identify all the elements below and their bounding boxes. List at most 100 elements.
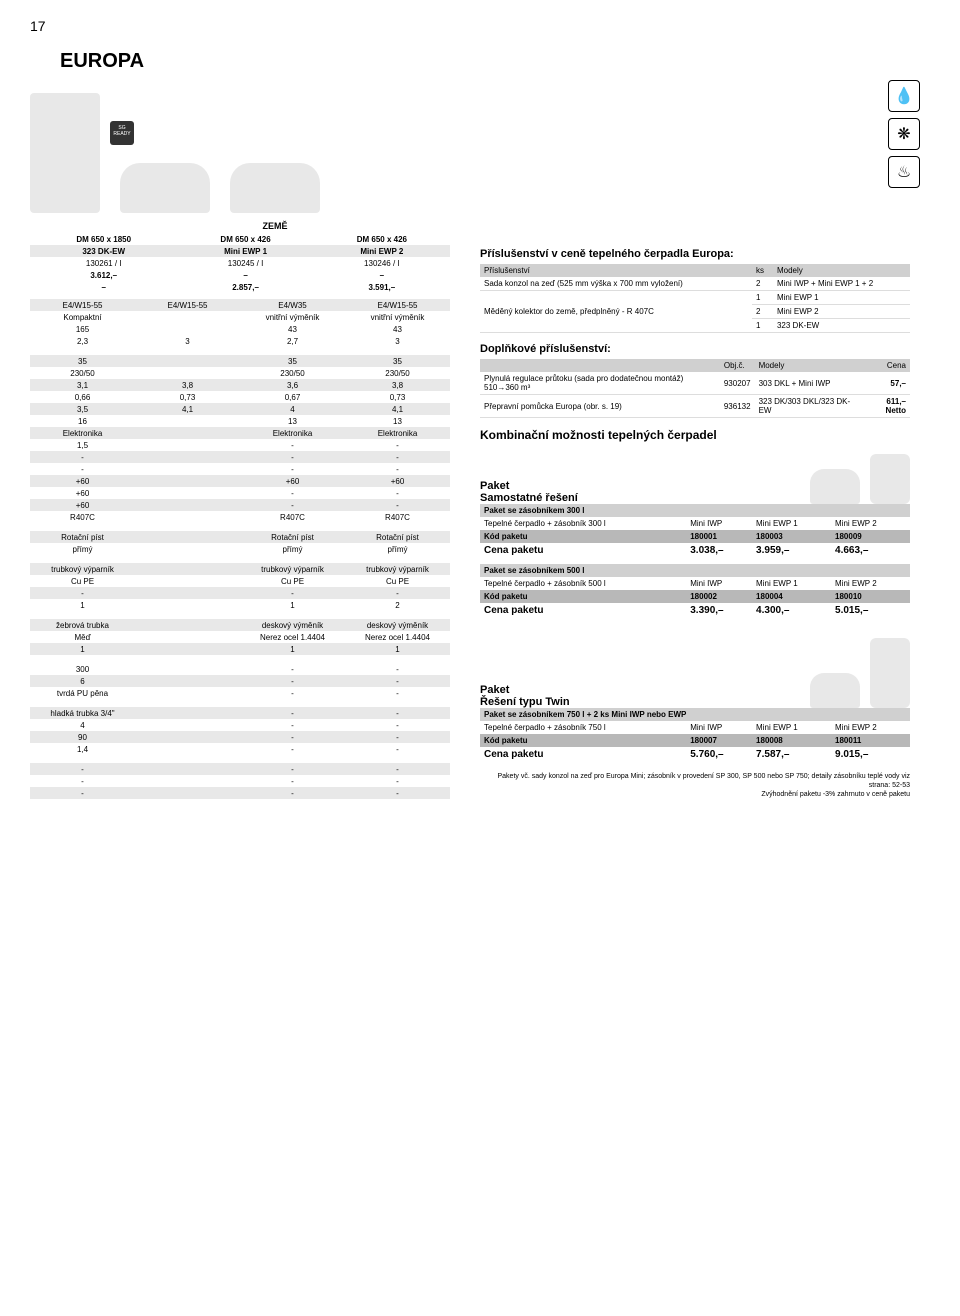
dim-3: DM 650 x 426 xyxy=(314,233,450,245)
spec-cell xyxy=(135,487,240,499)
paket-image xyxy=(810,469,860,504)
spec-cell: Rotační píst xyxy=(240,531,345,543)
spec-cell: - xyxy=(345,587,450,599)
spec-cell: žebrová trubka xyxy=(30,619,135,631)
spec-cell: - xyxy=(345,463,450,475)
spec-cell xyxy=(135,707,240,719)
spec-cell: E4/W15-55 xyxy=(135,299,240,311)
spec-cell xyxy=(135,427,240,439)
spec-cell: 0,67 xyxy=(240,391,345,403)
spec-cell xyxy=(135,763,240,775)
included-acc-table: Příslušenství ks Modely Sada konzol na z… xyxy=(480,264,910,333)
acc-h2: ks xyxy=(752,264,773,277)
spec-cell xyxy=(135,511,240,523)
paket-col: Mini EWP 2 xyxy=(831,721,910,734)
spec-cell: - xyxy=(345,743,450,755)
paket-code: 180003 xyxy=(752,530,831,543)
spec-cell: 4,1 xyxy=(135,403,240,415)
spec-cell: E4/W15-55 xyxy=(30,299,135,311)
paket-col: Mini EWP 2 xyxy=(831,577,910,590)
right-column: 💧 ❋ ♨ T. čerpadla pro ohřev teplé vody P… xyxy=(480,50,910,799)
spec-cell: Cu PE xyxy=(345,575,450,587)
spec-cell: E4/W15-55 xyxy=(345,299,450,311)
acc-r: Měděný kolektor do země, předplněný - R … xyxy=(480,291,752,333)
spec-cell: R407C xyxy=(30,511,135,523)
acc-r: Mini EWP 1 xyxy=(773,291,910,305)
spec-cell xyxy=(135,687,240,699)
paket-col: Mini EWP 1 xyxy=(752,721,831,734)
tank-twin-image xyxy=(870,638,910,708)
water-icon: 💧 xyxy=(888,80,920,112)
oacc-r: 303 DKL + Mini IWP xyxy=(755,372,862,395)
spec-cell: 300 xyxy=(30,663,135,675)
spec-cell: tvrdá PU pěna xyxy=(30,687,135,699)
spec-cell: 4 xyxy=(240,403,345,415)
paket-sub: Samostatné řešení xyxy=(480,492,578,504)
spec-cell: +60 xyxy=(30,475,135,487)
spec-cell: 2,7 xyxy=(240,335,345,347)
paket-label: Paket xyxy=(480,480,578,492)
spec-cell xyxy=(135,719,240,731)
footnote: Pakety vč. sady konzol na zeď pro Europa… xyxy=(480,772,910,799)
spec-cell: - xyxy=(30,463,135,475)
spec-cell: - xyxy=(240,743,345,755)
acc-h3: Modely xyxy=(773,264,910,277)
paket-twin-image xyxy=(810,673,860,708)
spec-cell: trubkový výparník xyxy=(240,563,345,575)
spec-cell xyxy=(135,575,240,587)
spec-cell: 2,3 xyxy=(30,335,135,347)
product-image-1 xyxy=(30,93,100,213)
model-3: Mini EWP 2 xyxy=(314,245,450,257)
spec-cell: - xyxy=(240,719,345,731)
paket-header: Paket se zásobníkem 750 l + 2 ks Mini IW… xyxy=(480,708,910,721)
paket-price: 4.663,– xyxy=(831,543,910,558)
spec-cell xyxy=(135,743,240,755)
spec-cell: přímý xyxy=(240,543,345,555)
spec-cell: 35 xyxy=(345,355,450,367)
spec-cell xyxy=(135,531,240,543)
spec-cell: - xyxy=(345,687,450,699)
dim-2: DM 650 x 426 xyxy=(177,233,313,245)
paket-price: 3.390,– xyxy=(686,603,752,618)
spec-cell: - xyxy=(345,499,450,511)
acc-h1: Příslušenství xyxy=(480,264,752,277)
spec-cell xyxy=(135,775,240,787)
spec-cell: - xyxy=(30,787,135,799)
spec-cell: 230/50 xyxy=(345,367,450,379)
spec-cell: 0,73 xyxy=(345,391,450,403)
spec-cell: trubkový výparník xyxy=(30,563,135,575)
code-2: 130245 / I xyxy=(177,257,313,269)
spec-cell: Cu PE xyxy=(240,575,345,587)
oacc-r: Přepravní pomůcka Europa (obr. s. 19) xyxy=(480,395,720,418)
spec-cell: - xyxy=(345,451,450,463)
spec-cell: Cu PE xyxy=(30,575,135,587)
paket-price: 7.587,– xyxy=(752,747,831,762)
price-r2-1: – xyxy=(30,281,177,293)
spec-cell: 16 xyxy=(30,415,135,427)
paket-twin-sub: Řešení typu Twin xyxy=(480,696,570,708)
spec-cell: - xyxy=(240,731,345,743)
price-r1-2: – xyxy=(177,269,313,281)
spec-cell xyxy=(135,415,240,427)
paket-rowlabel: Tepelné čerpadlo + zásobník 750 l xyxy=(480,721,686,734)
paket-price: 5.015,– xyxy=(831,603,910,618)
spec-cell: přímý xyxy=(30,543,135,555)
product-image-2 xyxy=(120,163,210,213)
fan-icon: ❋ xyxy=(888,118,920,150)
model-2: Mini EWP 1 xyxy=(177,245,313,257)
spec-cell: Elektronika xyxy=(240,427,345,439)
spec-cell xyxy=(135,543,240,555)
paket-table: Paket se zásobníkem 300 lTepelné čerpadl… xyxy=(480,504,910,558)
oacc-h1 xyxy=(480,359,720,372)
spec-cell: 3,8 xyxy=(345,379,450,391)
spec-cell: - xyxy=(345,707,450,719)
spec-cell: 1,4 xyxy=(30,743,135,755)
spec-cell: 35 xyxy=(240,355,345,367)
spec-cell: +60 xyxy=(30,499,135,511)
spec-cell: 230/50 xyxy=(240,367,345,379)
spec-cell: 3,1 xyxy=(30,379,135,391)
spec-cell: 35 xyxy=(30,355,135,367)
spec-cell xyxy=(135,675,240,687)
spec-cell: Kompaktní xyxy=(30,311,135,323)
heating-icon: ♨ xyxy=(888,156,920,188)
